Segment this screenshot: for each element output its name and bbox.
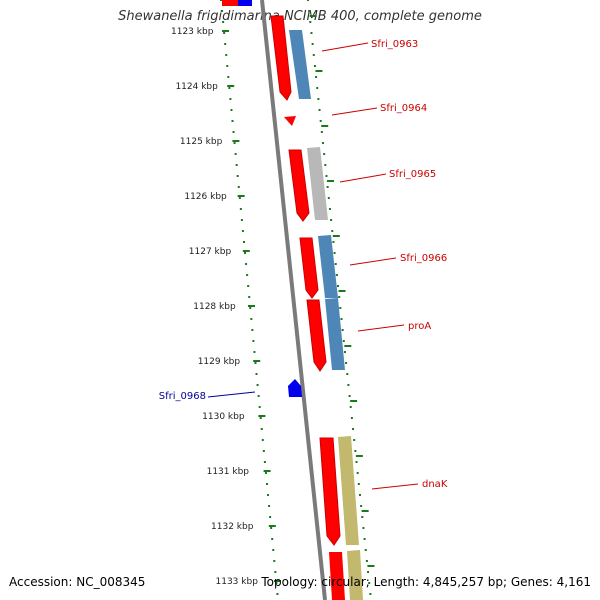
scale-ticks [220,0,281,595]
gene-partial-bottom[interactable] [329,552,345,600]
genome-backbone [260,0,327,600]
map-title: Shewanella frigidimarina NCIMB 400, comp… [118,9,482,24]
scale-label: 1126 kbp [184,192,227,202]
leader-proA [357,324,405,332]
gene-partial-top-reverse[interactable] [238,0,252,6]
leader-sfri-0968 [207,391,256,398]
cog-partial-bottom [347,550,363,600]
scale-labels: 1123 kbp 1124 kbp 1125 kbp 1126 kbp 1127 kbp… [171,27,258,587]
gene-dnaK[interactable] [319,437,341,546]
gene-sfri-0965[interactable] [288,149,310,222]
summary-text: Topology: circular; Length: 4,845,257 bp… [261,575,591,589]
gene-sfri-0966[interactable] [299,237,319,299]
gene-sfri-0968[interactable] [288,379,302,397]
gene-label[interactable]: Sfri_0966 [400,253,447,264]
cog-sfri-0966 [318,235,338,298]
cog-proA [325,298,345,370]
scale-label: 1129 kbp [198,357,241,367]
leader-sfri-0963 [321,42,369,52]
gene-label[interactable]: Sfri_0968 [159,391,206,402]
right-ticks [307,0,375,595]
scale-label: 1124 kbp [175,82,218,92]
gene-label[interactable]: Sfri_0963 [371,39,418,50]
gene-sfri-0963[interactable] [270,15,292,101]
scale-label: 1130 kbp [202,412,245,422]
leader-sfri-0964 [331,107,378,116]
scale-label: 1125 kbp [180,137,223,147]
scale-label: 1123 kbp [171,27,214,37]
leader-sfri-0966 [349,257,397,266]
scale-label: 1127 kbp [189,247,232,257]
gene-label[interactable]: proA [408,321,431,332]
cog-sfri-0963 [289,30,311,99]
gene-label[interactable]: Sfri_0965 [389,169,436,180]
scale-label: 1131 kbp [207,467,250,477]
leader-sfri-0965 [339,173,387,183]
gene-partial-top[interactable] [222,0,238,6]
scale-label: 1128 kbp [193,302,236,312]
accession-text: Accession: NC_008345 [9,575,146,589]
scale-label: 1132 kbp [211,522,254,532]
cog-sfri-0965 [307,147,328,220]
gene-sfri-0964[interactable] [284,116,296,126]
gene-labels: Sfri_0963 Sfri_0964 Sfri_0965 Sfri_0966 proA… [159,39,448,490]
scale-label: 1133 kbp [216,577,259,587]
gene-proA[interactable] [306,299,327,372]
gene-label[interactable]: dnaK [422,479,448,490]
cog-dnaK [338,436,359,545]
leader-dnaK [371,483,419,490]
gene-label[interactable]: Sfri_0964 [380,103,427,114]
